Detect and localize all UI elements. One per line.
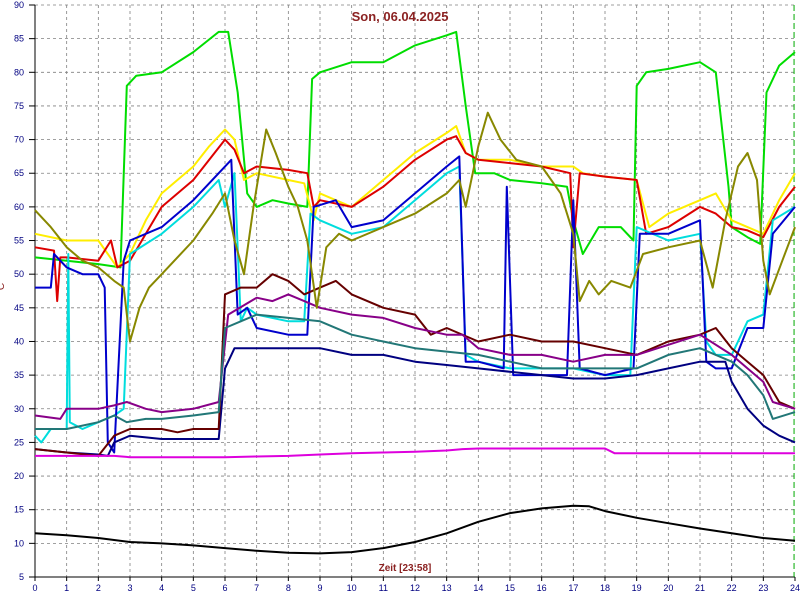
- series-lines: [34, 30, 796, 555]
- y-tick-label: 80: [14, 67, 24, 77]
- x-tick-label: 13: [442, 583, 452, 593]
- x-tick-label: 15: [505, 583, 515, 593]
- x-tick-label: 19: [632, 583, 642, 593]
- x-tick-label: 24: [790, 583, 800, 593]
- x-tick-label: 16: [537, 583, 547, 593]
- y-tick-label: 10: [14, 538, 24, 548]
- x-tick-label: 5: [191, 583, 196, 593]
- y-tick-label: 60: [14, 202, 24, 212]
- y-tick-label: 90: [14, 0, 24, 10]
- x-tick-label: 2: [96, 583, 101, 593]
- y-tick-label: 35: [14, 370, 24, 380]
- grid-lines: [35, 4, 795, 577]
- x-tick-label: 14: [473, 583, 483, 593]
- x-tick-label: 9: [317, 583, 322, 593]
- y-tick-label: 75: [14, 101, 24, 111]
- y-tick-label: 85: [14, 34, 24, 44]
- series-line-1: [34, 30, 796, 269]
- series-line-9: [35, 313, 796, 430]
- chart-title: Son, 06.04.2025: [351, 9, 449, 24]
- tick-labels: 0 1 2 3 4 5 6 7 8 9 10 11 12 13 14 15 16 17 18 19 20 21 22 23 24…: [14, 0, 800, 593]
- x-tick-label: 8: [286, 583, 291, 593]
- y-tick-label: 70: [14, 135, 24, 145]
- series-line-2: [34, 125, 796, 269]
- axes: [29, 4, 796, 581]
- y-tick-label: 25: [14, 437, 24, 447]
- series-line-6: [34, 347, 796, 457]
- x-tick-label: 21: [695, 583, 705, 593]
- y-tick-label: 5: [19, 572, 24, 582]
- x-tick-label: 23: [758, 583, 768, 593]
- x-tick-label: 6: [222, 583, 227, 593]
- x-tick-label: 22: [727, 583, 737, 593]
- x-tick-label: 17: [568, 583, 578, 593]
- y-tick-label: 40: [14, 336, 24, 346]
- x-tick-label: 20: [663, 583, 673, 593]
- series-line-3: [34, 135, 796, 303]
- x-tick-label: 4: [159, 583, 164, 593]
- y-tick-label: 45: [14, 303, 24, 313]
- series-line-11: [35, 447, 795, 459]
- y-tick-label: 50: [14, 269, 24, 279]
- series-line-10: [34, 111, 796, 343]
- y-tick-label: 65: [14, 168, 24, 178]
- x-tick-label: 12: [410, 583, 420, 593]
- x-tick-label: 11: [379, 583, 388, 593]
- series-line-8: [34, 293, 796, 420]
- x-tick-label: 3: [127, 583, 132, 593]
- x-tick-label: 18: [600, 583, 610, 593]
- x-tick-label: 0: [32, 583, 37, 593]
- y-tick-label: 20: [14, 471, 24, 481]
- x-tick-label: 10: [347, 583, 357, 593]
- series-line-12: [34, 504, 796, 555]
- y-axis-label: °C: [0, 282, 8, 295]
- y-tick-label: 55: [14, 236, 24, 246]
- x-tick-label: 1: [64, 583, 69, 593]
- x-tick-label: 7: [254, 583, 259, 593]
- x-axis-label: Zeit [23:58]: [378, 563, 432, 574]
- y-tick-label: 15: [14, 505, 24, 515]
- series-line-5: [35, 155, 796, 454]
- series-line-7: [34, 273, 796, 457]
- y-tick-label: 30: [14, 404, 24, 414]
